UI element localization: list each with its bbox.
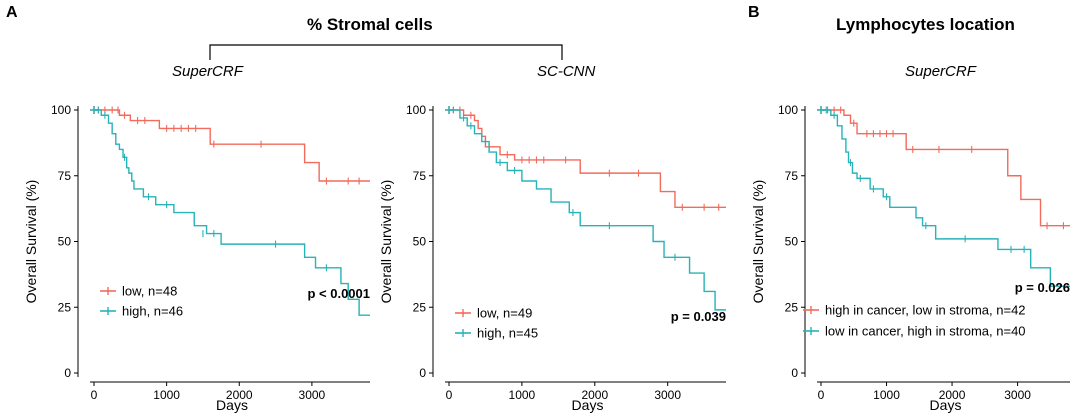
y-tick-label: 0 (419, 366, 426, 380)
p-value: p = 0.026 (1015, 280, 1070, 295)
y-tick-label: 75 (413, 169, 427, 183)
x-tick-label: 0 (446, 388, 453, 402)
y-axis-label: Overall Survival (%) (23, 180, 39, 304)
y-tick-label: 25 (58, 300, 72, 314)
y-tick-label: 25 (413, 300, 427, 314)
comparison-bracket (209, 44, 563, 60)
y-tick-label: 50 (413, 235, 427, 249)
survival-curve-red (94, 109, 370, 182)
x-axis-label: Days (216, 397, 248, 413)
x-tick-label: 1000 (873, 388, 900, 402)
y-tick-label: 50 (785, 235, 799, 249)
y-tick-label: 100 (778, 103, 798, 117)
y-tick-label: 0 (64, 366, 71, 380)
x-tick-label: 2000 (939, 388, 966, 402)
survival-curve-red (821, 109, 1070, 227)
p-value: p = 0.039 (671, 309, 726, 324)
survival-curve-teal (449, 109, 726, 311)
y-tick-label: 100 (406, 103, 426, 117)
y-tick-label: 75 (58, 169, 72, 183)
subtitle-supercrf-b: SuperCRF (905, 63, 976, 80)
x-tick-label: 0 (91, 388, 98, 402)
x-tick-label: 1000 (153, 388, 180, 402)
x-axis-label: Days (930, 397, 962, 413)
y-tick-label: 100 (51, 103, 71, 117)
y-tick-label: 50 (58, 235, 72, 249)
legend-label: high in cancer, low in stroma, n=42 (825, 303, 1026, 318)
lymphocytes-location-title: Lymphocytes location (836, 15, 1015, 34)
legend-label: low, n=49 (477, 306, 532, 321)
legend-label: low, n=48 (122, 284, 177, 299)
x-tick-label: 2000 (581, 388, 608, 402)
legend-label: low in cancer, high in stroma, n=40 (825, 324, 1026, 339)
y-axis-label: Overall Survival (%) (750, 180, 766, 304)
x-tick-label: 2000 (226, 388, 253, 402)
x-tick-label: 3000 (654, 388, 681, 402)
subtitle-supercrf-a: SuperCRF (172, 63, 243, 80)
x-tick-label: 3000 (299, 388, 326, 402)
x-tick-label: 0 (818, 388, 825, 402)
legend-label: high, n=46 (122, 304, 183, 319)
survival-curve-teal (821, 109, 1070, 287)
y-tick-label: 75 (785, 169, 799, 183)
panel-label-a: A (6, 4, 18, 21)
panel-label-b: B (748, 4, 760, 21)
y-tick-label: 0 (791, 366, 798, 380)
y-tick-label: 25 (785, 300, 799, 314)
x-tick-label: 3000 (1004, 388, 1031, 402)
legend-label: high, n=45 (477, 326, 538, 341)
subtitle-sc-cnn: SC-CNN (537, 63, 596, 80)
y-axis-label: Overall Survival (%) (378, 180, 394, 304)
p-value: p < 0.0001 (307, 286, 370, 301)
survival-curve-red (449, 109, 726, 209)
stromal-cells-title: % Stromal cells (307, 15, 433, 34)
survival-curve-teal (94, 109, 370, 316)
x-tick-label: 1000 (509, 388, 536, 402)
x-axis-label: Days (572, 397, 604, 413)
